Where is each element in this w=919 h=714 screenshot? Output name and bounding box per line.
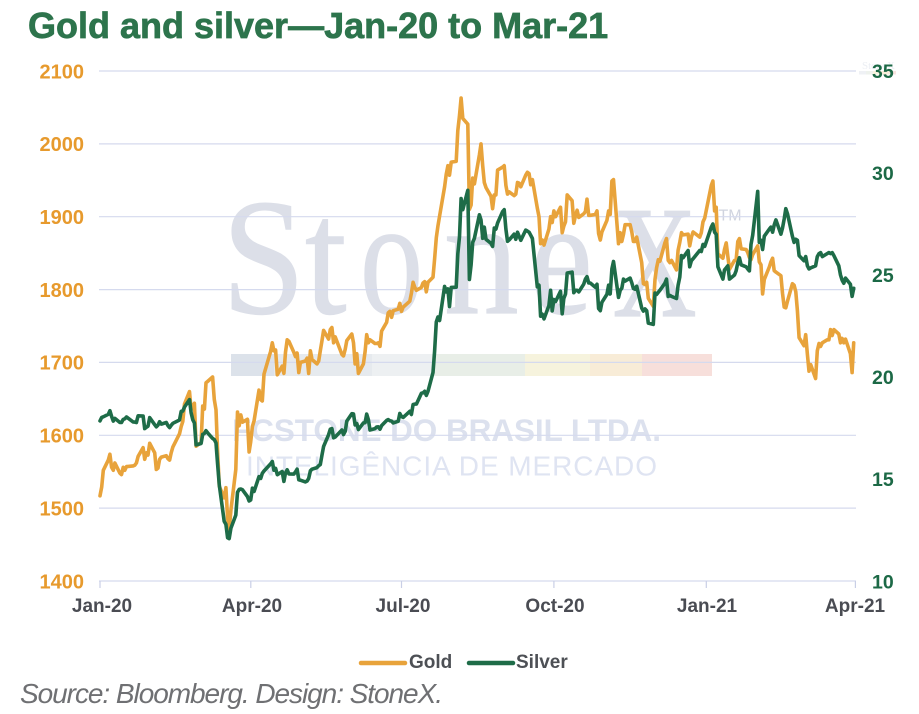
svg-text:INTELIGÊNCIA DE MERCADO: INTELIGÊNCIA DE MERCADO (246, 451, 657, 482)
svg-text:35: 35 (872, 61, 894, 83)
svg-text:FCSTONE DO BRASIL LTDA.: FCSTONE DO BRASIL LTDA. (232, 412, 661, 448)
svg-text:Jan-21: Jan-21 (677, 596, 738, 617)
svg-text:20: 20 (872, 367, 894, 389)
svg-text:Jul-20: Jul-20 (376, 596, 431, 617)
svg-text:30: 30 (872, 163, 894, 185)
svg-text:t: t (305, 166, 347, 350)
svg-text:o: o (360, 166, 423, 350)
svg-text:2100: 2100 (40, 61, 85, 83)
svg-text:1700: 1700 (40, 353, 85, 375)
svg-text:TM: TM (719, 208, 742, 225)
svg-text:25: 25 (872, 265, 894, 287)
svg-text:StoneX: StoneX (862, 60, 895, 72)
svg-text:Jan-20: Jan-20 (72, 596, 132, 617)
svg-text:2000: 2000 (40, 134, 85, 156)
svg-text:15: 15 (872, 469, 894, 491)
svg-text:Gold: Gold (409, 652, 452, 673)
svg-text:Silver: Silver (516, 652, 568, 673)
svg-text:e: e (530, 166, 593, 349)
svg-text:Apr-21: Apr-21 (825, 596, 886, 617)
svg-text:1600: 1600 (40, 426, 85, 448)
svg-text:Oct-20: Oct-20 (525, 596, 584, 617)
svg-text:Source: Bloomberg. Design: Sto: Source: Bloomberg. Design: StoneX. (20, 678, 443, 709)
svg-text:1900: 1900 (40, 207, 85, 229)
svg-text:10: 10 (872, 571, 894, 593)
svg-text:1800: 1800 (40, 280, 85, 302)
svg-text:S: S (222, 166, 305, 350)
svg-text:Gold and silver—Jan-20 to Mar-: Gold and silver—Jan-20 to Mar-21 (28, 5, 608, 46)
svg-text:Apr-20: Apr-20 (222, 596, 282, 617)
svg-text:1500: 1500 (40, 498, 85, 520)
svg-text:1400: 1400 (40, 571, 85, 593)
